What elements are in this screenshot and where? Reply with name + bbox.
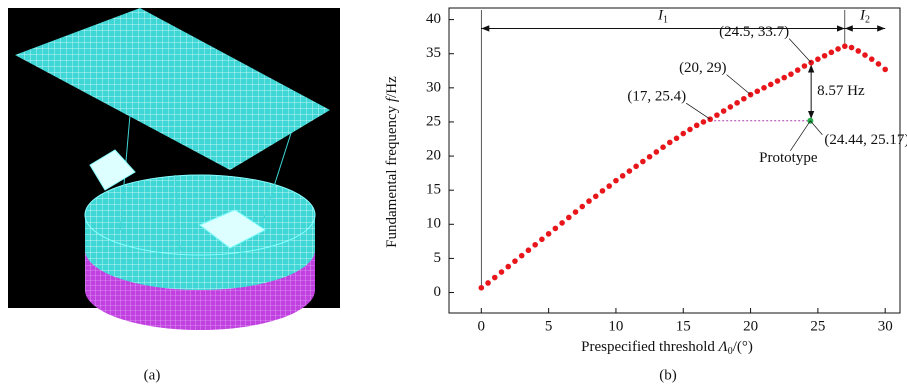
y-axis-label: Fundamental frequency f/Hz: [384, 76, 400, 248]
leader: [789, 39, 811, 63]
x-tick-label: 0: [478, 318, 486, 334]
x-axis-label: Prespecified threshold Λ0/(°): [581, 339, 753, 357]
point: [876, 61, 882, 67]
y-tick-label: 30: [426, 79, 441, 95]
point: [822, 53, 828, 59]
point: [539, 237, 545, 243]
point: [492, 275, 498, 281]
x-tick-label: 20: [743, 318, 758, 334]
point: [842, 43, 848, 49]
y-tick-label: 40: [426, 11, 441, 27]
y-tick-label: 5: [434, 250, 442, 266]
point: [714, 112, 720, 118]
point: [660, 144, 666, 150]
point: [680, 131, 686, 137]
point: [579, 204, 585, 210]
point: [532, 242, 538, 248]
point: [633, 163, 639, 169]
point: [654, 149, 660, 155]
point: [882, 67, 888, 73]
point: [627, 168, 633, 174]
point: [559, 220, 565, 226]
prototype-value-label: (24.44, 25.17): [824, 132, 907, 148]
point: [586, 198, 592, 204]
x-tick-label: 15: [676, 318, 691, 334]
y-tick-label: 10: [426, 216, 441, 232]
point: [573, 209, 579, 215]
point: [701, 119, 707, 125]
panel-label: (a): [144, 367, 161, 383]
point: [849, 45, 855, 51]
point: [781, 75, 787, 81]
x-tick-label: 10: [608, 318, 623, 334]
point: [694, 123, 700, 129]
span-label: I2: [859, 8, 870, 26]
point: [754, 88, 760, 94]
figure: (a) (b) Prespecified threshold Λ0/(°) Fu…: [0, 0, 907, 391]
point: [640, 159, 646, 165]
point: [862, 52, 868, 58]
y-tick-label: 15: [426, 182, 441, 198]
span-label: I1: [657, 8, 668, 26]
fe-model-image: [8, 8, 340, 330]
span-sub: 2: [865, 15, 870, 26]
point: [600, 188, 606, 194]
point: [788, 71, 794, 77]
point: [593, 194, 599, 200]
point: [761, 85, 767, 91]
point: [728, 104, 734, 110]
point: [835, 46, 841, 52]
point: [553, 226, 559, 232]
leader: [686, 103, 710, 119]
point: [620, 173, 626, 179]
point: [647, 154, 653, 160]
annotation: (24.5, 33.7): [719, 24, 789, 40]
point: [674, 136, 680, 142]
point: [566, 215, 572, 221]
leader: [810, 121, 822, 135]
span-sub: 1: [663, 15, 668, 26]
point: [829, 50, 835, 56]
point: [606, 183, 612, 189]
y-tick-label: 20: [426, 148, 441, 164]
point: [499, 269, 505, 275]
point: [485, 280, 491, 286]
x-tick-label: 25: [810, 318, 825, 334]
point: [855, 48, 861, 54]
y-tick-label: 35: [426, 45, 441, 61]
point: [869, 56, 875, 62]
point: [512, 258, 518, 264]
point: [687, 127, 693, 133]
annotation: (20, 29): [679, 60, 727, 76]
x-tick-label: 30: [878, 318, 893, 334]
point: [795, 67, 801, 73]
point: [741, 96, 747, 102]
point: [667, 140, 673, 146]
annotation: (17, 25.4): [627, 89, 686, 105]
point: [734, 100, 740, 106]
point: [479, 285, 485, 291]
y-tick-label: 0: [434, 284, 442, 300]
point: [802, 63, 808, 69]
gap-label: 8.57 Hz: [817, 83, 865, 99]
point: [526, 247, 532, 253]
point: [721, 108, 727, 114]
point: [775, 78, 781, 84]
point: [613, 178, 619, 184]
prototype-label: Prototype: [759, 150, 818, 166]
leader: [727, 75, 751, 95]
point: [768, 82, 774, 88]
leader: [790, 121, 810, 151]
point: [519, 253, 525, 259]
y-tick-label: 25: [426, 113, 441, 129]
point: [505, 264, 511, 270]
point: [815, 56, 821, 62]
panel-label: (b): [659, 367, 677, 383]
x-tick-label: 5: [545, 318, 553, 334]
point: [546, 231, 552, 237]
